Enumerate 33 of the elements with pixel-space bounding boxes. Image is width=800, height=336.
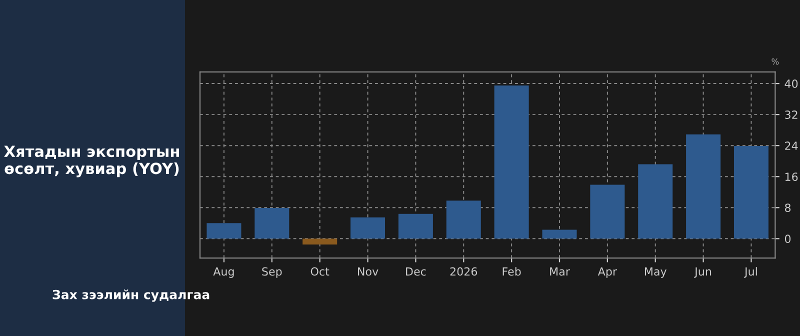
x-tick-label: Feb [502, 267, 521, 276]
text: Зах зээлийн судалгаа [52, 290, 210, 302]
x-tick-label: Apr [598, 267, 618, 278]
bar [734, 146, 768, 239]
bar [638, 164, 673, 239]
y-tick-label: 0 [784, 234, 791, 244]
y-tick-label: 24 [785, 142, 798, 150]
y-tick-label: 40 [784, 80, 798, 88]
x-tick-label: Nov [358, 267, 378, 276]
x-tick-label: May [644, 267, 667, 278]
bar [398, 214, 433, 239]
bar [590, 184, 625, 239]
x-tick-label: Jun [694, 267, 712, 278]
x-tick-label: Dec [406, 267, 426, 276]
x-tick-label: 2026 [450, 267, 478, 276]
y-axis-title: % [772, 58, 779, 65]
x-tick-label: Aug [213, 267, 234, 278]
bar [542, 230, 577, 239]
x-tick-label: Jul [744, 267, 757, 278]
text: Хятадын экспортын өсөлт, хувиар (YOY) [4, 146, 179, 178]
x-tick-label: Mar [550, 267, 570, 276]
bar [494, 85, 529, 239]
y-tick-label: 16 [785, 172, 798, 181]
bar [446, 200, 481, 239]
x-tick-label: Oct [310, 267, 330, 276]
y-tick-label: 32 [785, 110, 798, 119]
bar [206, 223, 242, 239]
x-tick-label: Sep [262, 267, 282, 278]
bar [686, 134, 721, 239]
bar [302, 238, 338, 244]
bar [254, 208, 290, 239]
bar [350, 217, 386, 239]
y-tick-label: 8 [784, 204, 791, 212]
